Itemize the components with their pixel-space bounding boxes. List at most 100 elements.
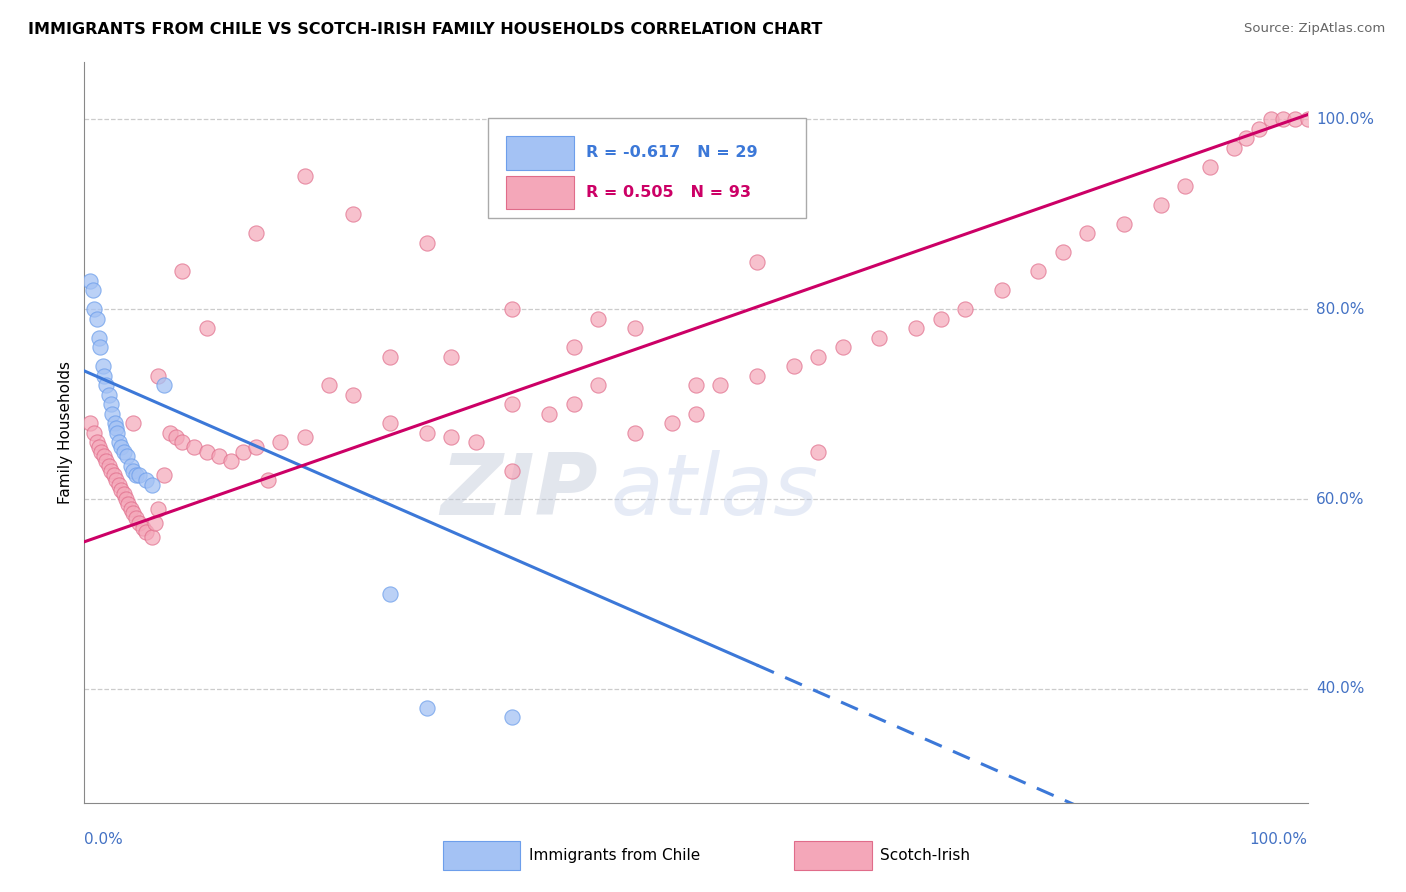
Point	[783, 359, 806, 374]
Point	[172, 435, 194, 450]
Point	[79, 416, 101, 430]
Point	[128, 468, 150, 483]
Point	[105, 473, 128, 487]
Point	[89, 340, 111, 354]
Point	[87, 331, 110, 345]
Point	[416, 235, 439, 250]
Point	[107, 435, 129, 450]
Text: R = -0.617   N = 29: R = -0.617 N = 29	[586, 145, 758, 161]
Point	[562, 397, 585, 411]
Point	[342, 387, 364, 401]
Point	[107, 478, 129, 492]
Point	[416, 701, 439, 715]
Point	[112, 444, 135, 458]
Point	[135, 525, 157, 540]
Point	[294, 169, 316, 184]
Text: ZIP: ZIP	[440, 450, 598, 533]
Point	[1150, 198, 1173, 212]
Point	[1223, 141, 1246, 155]
Point	[112, 487, 135, 501]
Point	[90, 444, 112, 458]
Point	[115, 450, 138, 464]
Point	[122, 464, 145, 478]
Point	[747, 368, 769, 383]
Point	[115, 491, 138, 506]
Point	[146, 501, 169, 516]
Point	[953, 302, 976, 317]
Point	[502, 397, 524, 411]
Point	[141, 530, 163, 544]
Point	[440, 430, 463, 444]
Point	[929, 311, 952, 326]
Point	[117, 497, 139, 511]
Point	[464, 435, 486, 450]
Point	[807, 444, 830, 458]
Point	[79, 274, 101, 288]
FancyBboxPatch shape	[506, 136, 574, 169]
Text: 40.0%: 40.0%	[1316, 681, 1364, 697]
Point	[586, 311, 609, 326]
Point	[143, 516, 166, 530]
Point	[440, 350, 463, 364]
Point	[685, 378, 707, 392]
Text: 60.0%: 60.0%	[1316, 491, 1364, 507]
Point	[110, 483, 132, 497]
FancyBboxPatch shape	[506, 176, 574, 209]
Point	[105, 421, 128, 435]
Point	[165, 430, 187, 444]
Point	[1174, 178, 1197, 193]
Point	[195, 321, 218, 335]
Point	[122, 416, 145, 430]
Point	[97, 387, 120, 401]
Point	[100, 464, 122, 478]
Point	[159, 425, 181, 440]
Point	[380, 416, 402, 430]
Point	[83, 425, 105, 440]
Y-axis label: Family Households: Family Households	[58, 361, 73, 504]
Point	[97, 458, 120, 473]
Text: Source: ZipAtlas.com: Source: ZipAtlas.com	[1244, 22, 1385, 36]
Point	[624, 321, 647, 335]
Point	[110, 440, 132, 454]
Point	[101, 407, 124, 421]
Point	[103, 468, 125, 483]
Point	[318, 378, 340, 392]
Point	[905, 321, 928, 335]
Point	[172, 264, 194, 278]
Point	[153, 378, 176, 392]
Point	[502, 464, 524, 478]
Point	[1076, 227, 1098, 241]
Point	[245, 227, 267, 241]
Point	[96, 454, 118, 468]
Point	[1296, 112, 1319, 127]
Point	[562, 340, 585, 354]
Point	[82, 283, 104, 297]
Point	[1028, 264, 1050, 278]
Point	[624, 425, 647, 440]
Point	[1198, 160, 1220, 174]
Point	[991, 283, 1014, 297]
Text: atlas: atlas	[610, 450, 818, 533]
Point	[380, 587, 402, 601]
Point	[538, 407, 561, 421]
Point	[100, 397, 122, 411]
Text: Immigrants from Chile: Immigrants from Chile	[529, 848, 700, 863]
Point	[709, 378, 731, 392]
Point	[1052, 245, 1074, 260]
Point	[208, 450, 231, 464]
Text: Scotch-Irish: Scotch-Irish	[880, 848, 970, 863]
Point	[1284, 112, 1306, 127]
Point	[661, 416, 683, 430]
Point	[342, 207, 364, 221]
Text: 100.0%: 100.0%	[1316, 112, 1374, 127]
Text: 100.0%: 100.0%	[1250, 832, 1308, 847]
Point	[83, 302, 105, 317]
Point	[219, 454, 242, 468]
Point	[128, 516, 150, 530]
Point	[122, 506, 145, 520]
Point	[153, 468, 176, 483]
Point	[120, 458, 142, 473]
Text: IMMIGRANTS FROM CHILE VS SCOTCH-IRISH FAMILY HOUSEHOLDS CORRELATION CHART: IMMIGRANTS FROM CHILE VS SCOTCH-IRISH FA…	[28, 22, 823, 37]
Point	[135, 473, 157, 487]
Point	[91, 359, 114, 374]
